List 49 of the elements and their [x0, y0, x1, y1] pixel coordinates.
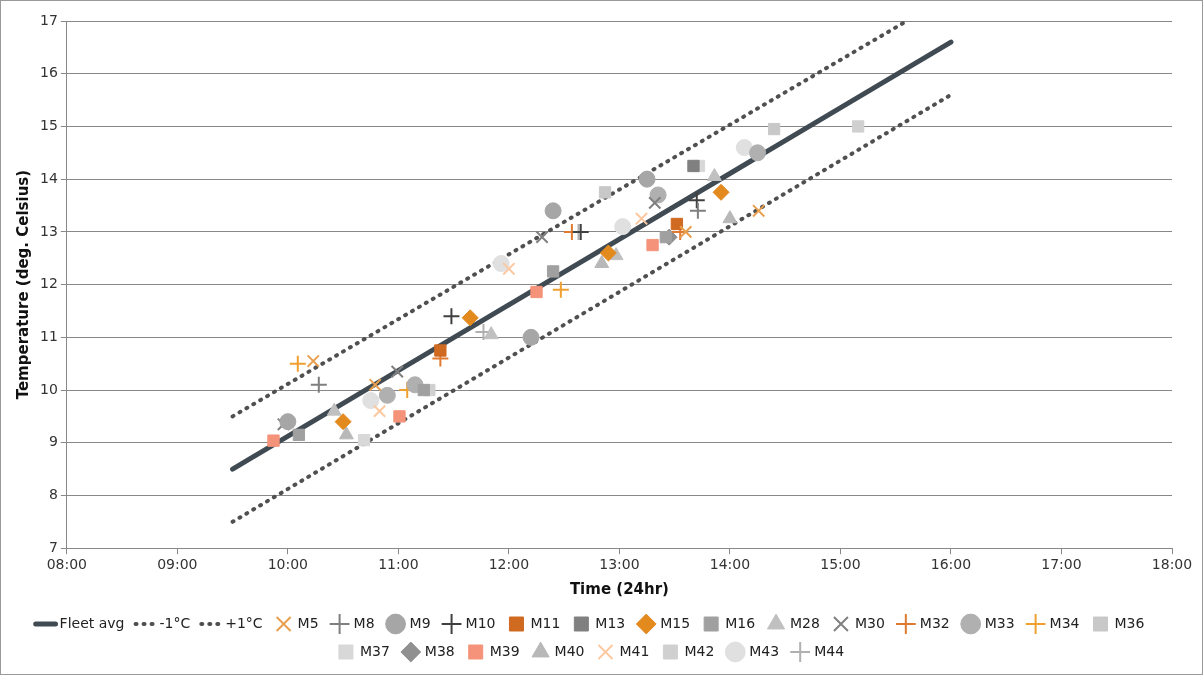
legend-label: M33 — [984, 614, 1015, 631]
y-tick-label: 8 — [48, 486, 58, 503]
legend-label: M38 — [424, 642, 455, 659]
legend-label: M5 — [297, 614, 319, 631]
y-tick-label: 10 — [39, 380, 58, 397]
x-tick-label: 12:00 — [488, 556, 530, 573]
legend-label: M39 — [489, 642, 520, 659]
y-tick-label: 13 — [39, 222, 58, 239]
x-axis-title: Time (24hr) — [569, 579, 669, 598]
legend-label: M9 — [409, 614, 431, 631]
legend-label: Fleet avg — [59, 614, 125, 631]
legend-label: +1°C — [225, 614, 263, 631]
legend-label: M10 — [465, 614, 496, 631]
legend-label: M36 — [1114, 614, 1145, 631]
legend-label: M41 — [619, 642, 650, 659]
legend-label: M30 — [854, 614, 885, 631]
legend-label: M40 — [554, 642, 585, 659]
legend-label: M43 — [749, 642, 780, 659]
legend-label: M8 — [353, 614, 375, 631]
y-tick-label: 12 — [39, 275, 58, 292]
x-tick-label: 14:00 — [709, 556, 751, 573]
x-tick-label: 15:00 — [820, 556, 861, 573]
y-tick-label: 15 — [39, 117, 58, 134]
legend-label: M44 — [814, 642, 845, 659]
legend-label: -1°C — [159, 614, 191, 631]
legend-label: M13 — [595, 614, 626, 631]
x-tick-label: 17:00 — [1041, 556, 1082, 573]
x-tick-label: 10:00 — [267, 556, 309, 573]
y-tick-label: 7 — [48, 538, 58, 555]
legend-label: M37 — [359, 642, 390, 659]
y-tick-label: 14 — [39, 169, 58, 186]
y-tick-label: 16 — [39, 64, 58, 81]
legend-label: M34 — [1049, 614, 1080, 631]
legend-label: M15 — [660, 614, 691, 631]
x-tick-label: 13:00 — [599, 556, 640, 573]
legend-label: M32 — [919, 614, 950, 631]
x-tick-label: 16:00 — [930, 556, 972, 573]
x-tick-label: 08:00 — [46, 556, 87, 573]
legend-label: M16 — [725, 614, 756, 631]
x-tick-label: 18:00 — [1151, 556, 1193, 573]
y-tick-label: 17 — [39, 11, 58, 28]
x-tick-label: 11:00 — [378, 556, 419, 573]
y-tick-label: 9 — [48, 433, 58, 450]
y-tick-label: 11 — [39, 327, 58, 344]
legend-label: M11 — [530, 614, 561, 631]
legend-label: M28 — [790, 614, 820, 631]
y-axis-title: Temperature (deg. Celsius) — [13, 169, 32, 400]
legend-label: M42 — [684, 642, 715, 659]
x-tick-label: 09:00 — [157, 556, 198, 573]
